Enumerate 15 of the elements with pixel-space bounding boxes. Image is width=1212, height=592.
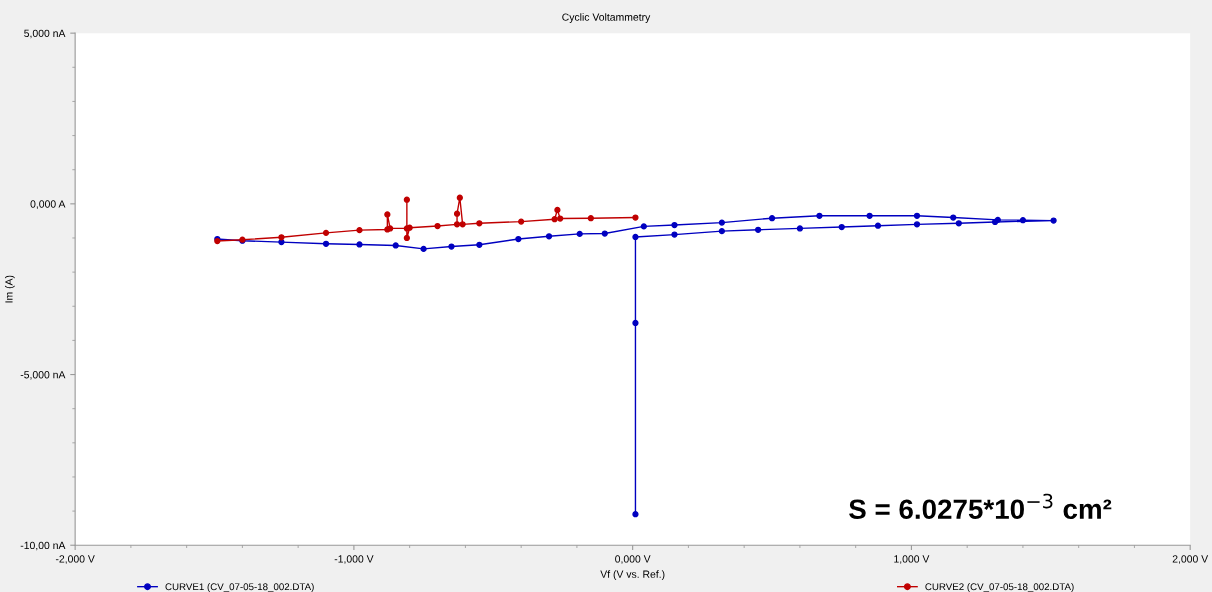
x-tick-label: -2,000 V bbox=[55, 555, 95, 564]
x-tick-label: 2,000 V bbox=[1172, 555, 1209, 564]
chart-title: Cyclic Voltammetry bbox=[562, 13, 651, 23]
x-tick-label: 1,000 V bbox=[894, 555, 930, 564]
y-tick-label: -5,000 nA bbox=[20, 371, 66, 380]
annotation: S = 6.0275*10$^{−3}$ cm² bbox=[849, 493, 1112, 520]
y-tick-label: 5,000 nA bbox=[24, 29, 66, 39]
y-axis-title: Im (A) bbox=[4, 275, 15, 303]
y-tick-label: -10,00 nA bbox=[20, 541, 66, 551]
x-axis-title: Vf (V vs. Ref.) bbox=[600, 570, 665, 580]
x-tick-label: -1,000 V bbox=[334, 555, 374, 564]
legend-label: CURVE1 (CV_07-05-18_002.DTA) bbox=[165, 583, 314, 592]
y-tick-label: 0,000 A bbox=[30, 200, 66, 209]
legend-label: CURVE2 (CV_07-05-18_002.DTA) bbox=[925, 583, 1074, 592]
x-tick-label: 0,000 V bbox=[615, 555, 651, 564]
